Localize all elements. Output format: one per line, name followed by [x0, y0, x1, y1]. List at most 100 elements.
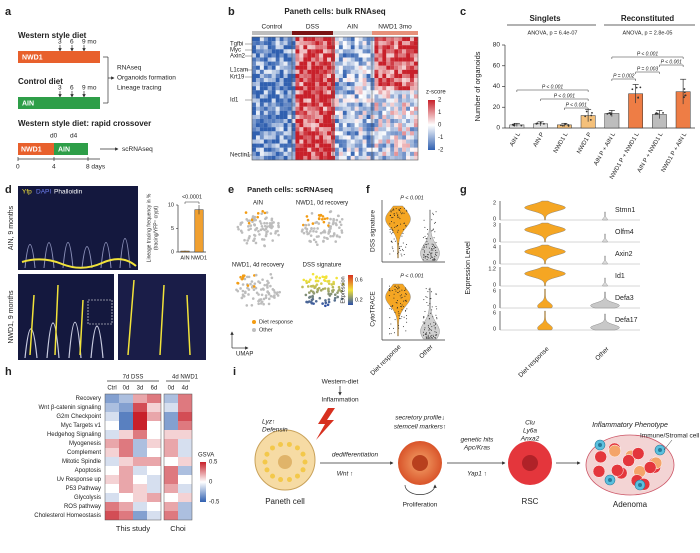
heatmap-cell	[319, 49, 324, 54]
heatmap-cell	[410, 119, 414, 124]
heatmap-cell	[164, 448, 178, 457]
heatmap-cell	[398, 49, 403, 54]
heatmap-cell	[378, 127, 383, 132]
cell-point	[428, 326, 430, 328]
heatmap-cell	[346, 131, 351, 136]
heatmap-cell	[303, 106, 308, 111]
point	[520, 124, 523, 127]
cell-point	[432, 212, 434, 214]
heatmap-cell	[255, 57, 260, 62]
heatmap-cell	[315, 102, 320, 107]
heatmap-cell	[362, 114, 367, 120]
heatmap-cell	[178, 421, 192, 430]
heatmap-cell	[386, 106, 391, 111]
heatmap-cell	[358, 45, 363, 50]
cell-point	[397, 231, 399, 233]
lightning	[316, 408, 335, 440]
heatmap-cell	[303, 73, 308, 79]
cell-point	[389, 228, 391, 230]
heatmap-cell	[398, 155, 403, 161]
cell-point	[269, 232, 273, 235]
cell-point	[393, 293, 395, 295]
heatmap-cell	[252, 110, 256, 115]
diet-title: Western style diet: rapid crossover	[18, 119, 151, 128]
cell-point	[388, 289, 390, 291]
crypt	[119, 238, 131, 269]
heatmap-cell	[311, 98, 316, 103]
heatmap-cell	[410, 57, 414, 62]
cell-point	[263, 224, 267, 228]
heatmap-cell	[255, 53, 260, 58]
cell-point	[399, 218, 401, 220]
y-tick-label: 6	[493, 310, 496, 316]
y-tick-label: 60	[493, 62, 501, 69]
heatmap-cell	[319, 82, 324, 87]
heatmap-cell	[354, 139, 359, 144]
heatmap-cell	[358, 82, 363, 87]
cell-point	[394, 288, 396, 290]
heatmap-cell	[299, 98, 304, 103]
heatmap-cell	[291, 90, 296, 95]
heatmap-cell	[283, 37, 288, 42]
cell-point	[252, 288, 256, 292]
heatmap-cell	[394, 135, 399, 140]
heatmap-cell	[334, 69, 339, 74]
cell-point	[265, 232, 268, 236]
heatmap-cell	[410, 61, 414, 66]
heatmap-cell	[378, 82, 383, 87]
cell-point	[388, 289, 390, 291]
heatmap-cell	[382, 127, 387, 132]
cell-point	[269, 294, 273, 298]
heatmap-cell	[398, 127, 403, 132]
cell-point	[393, 327, 395, 329]
heatmap-cell	[267, 131, 272, 136]
cell-point	[305, 300, 308, 304]
cell-point	[307, 232, 311, 235]
cell-point	[244, 290, 247, 294]
heatmap-cell	[374, 86, 379, 91]
cell-point	[399, 303, 401, 305]
colorbar-tick: 1	[438, 110, 442, 116]
cell-point	[435, 331, 437, 333]
heatmap-cell	[279, 86, 284, 91]
heatmap-cell	[263, 45, 268, 50]
heatmap-cell	[267, 139, 272, 144]
heatmap-cell	[267, 78, 272, 83]
heatmap-cell	[402, 37, 407, 42]
heatmap-cell	[299, 119, 304, 124]
heatmap-cell	[362, 155, 367, 161]
heatmap-cell	[358, 110, 363, 115]
heatmap-cell	[263, 131, 268, 136]
heatmap-cell	[358, 53, 363, 58]
heatmap-cell	[370, 119, 375, 124]
cell-point	[432, 259, 434, 261]
legend-swatch	[252, 328, 256, 332]
gene-label: Id1	[615, 273, 625, 280]
heatmap-cell	[147, 394, 161, 403]
panel-label: i	[233, 366, 236, 378]
point	[683, 91, 686, 94]
heatmap-cell	[413, 147, 418, 152]
heatmap-cell	[327, 61, 332, 66]
x-tick-label: AIN P + AIN L	[593, 131, 617, 167]
heatmap-cell	[291, 114, 296, 120]
heatmap-cell	[342, 37, 347, 42]
heatmap-cell	[370, 155, 375, 161]
heatmap-cell	[398, 147, 403, 152]
cell-point	[312, 302, 315, 305]
heatmap-cell	[303, 139, 308, 144]
heatmap-cell	[362, 69, 367, 74]
heatmap-cell	[147, 448, 161, 457]
heatmap-cell	[362, 119, 367, 124]
heatmap-cell	[267, 69, 272, 74]
heatmap-cell	[255, 94, 260, 99]
cell-point	[270, 217, 274, 221]
heatmap-cell	[283, 53, 288, 58]
heatmap-cell	[410, 143, 414, 148]
heatmap-cell	[283, 98, 288, 103]
cell-point	[341, 282, 345, 286]
cell-point	[423, 219, 425, 221]
heatmap-cell	[366, 151, 371, 156]
heatmap-cell	[299, 131, 304, 136]
cell-point	[400, 245, 402, 247]
